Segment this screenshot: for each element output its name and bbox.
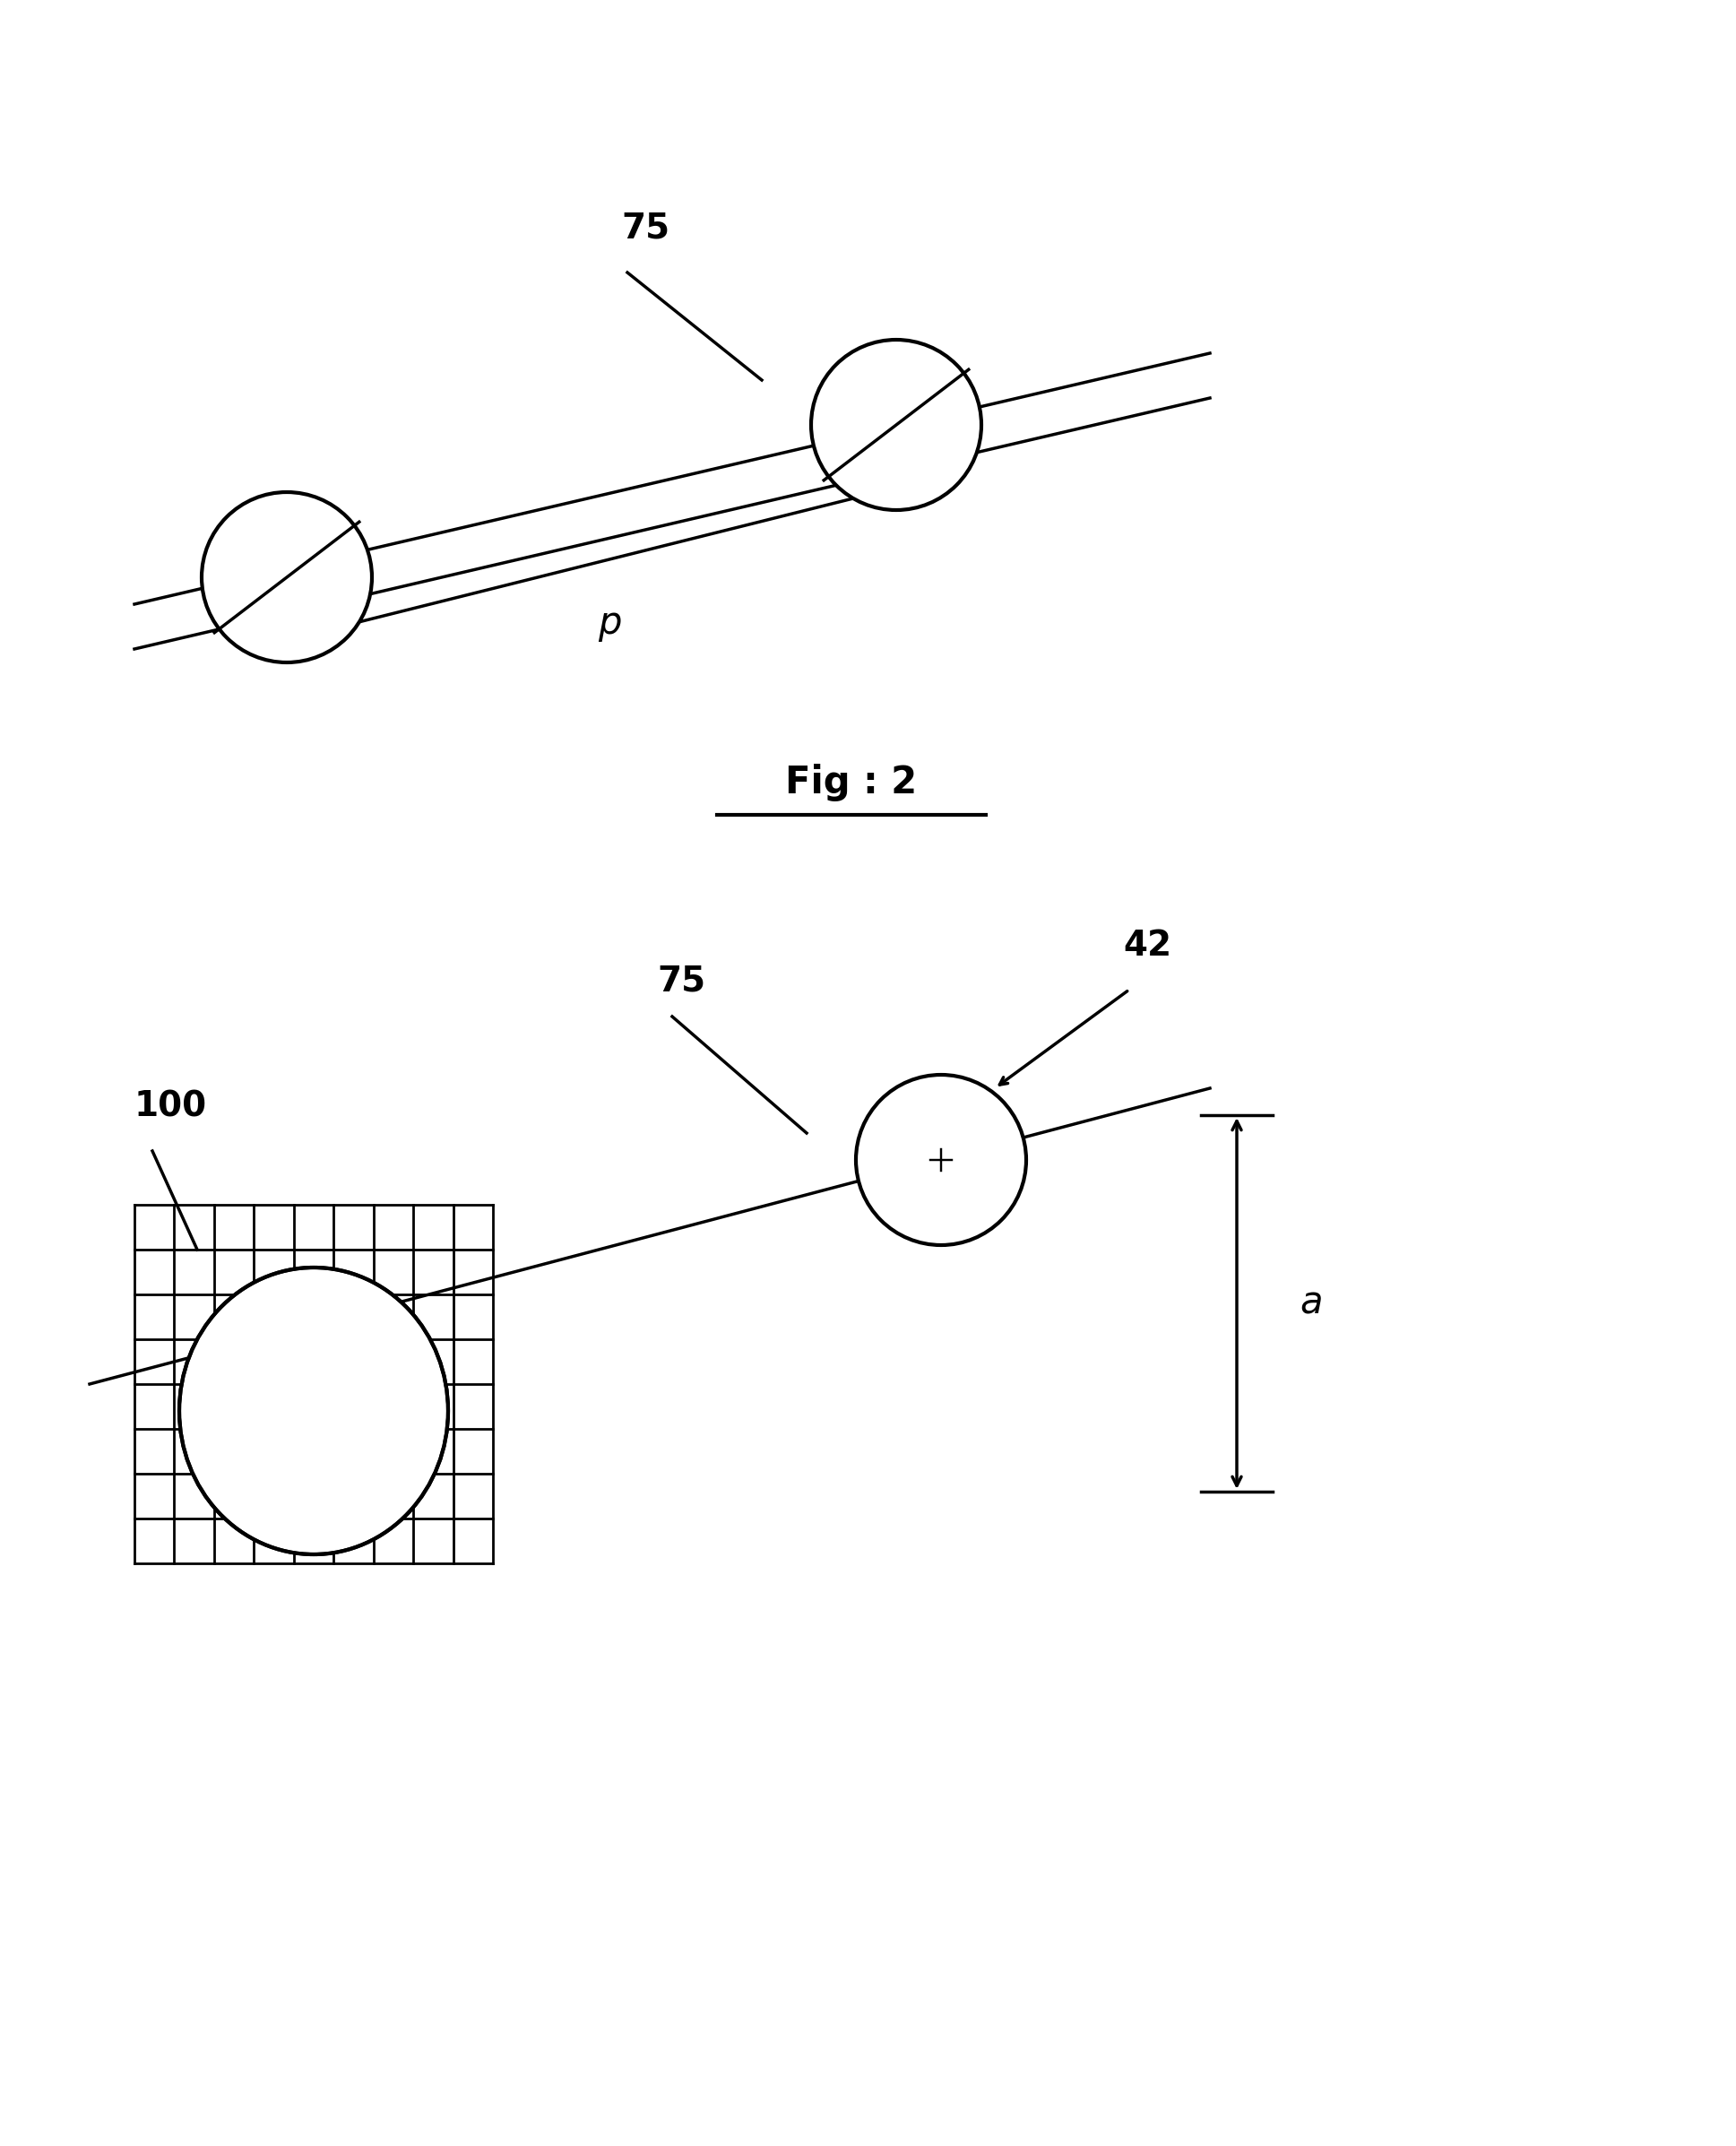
Text: a: a	[1300, 1285, 1323, 1322]
Text: 75: 75	[621, 212, 670, 245]
Text: Fig : 2: Fig : 2	[785, 764, 917, 800]
Text: 75: 75	[656, 964, 705, 998]
Ellipse shape	[179, 1268, 448, 1554]
Text: 100: 100	[134, 1090, 207, 1125]
Text: 42: 42	[1123, 929, 1172, 964]
Text: p: p	[597, 605, 621, 642]
Circle shape	[811, 339, 981, 511]
Circle shape	[856, 1075, 1026, 1245]
Circle shape	[201, 491, 372, 663]
